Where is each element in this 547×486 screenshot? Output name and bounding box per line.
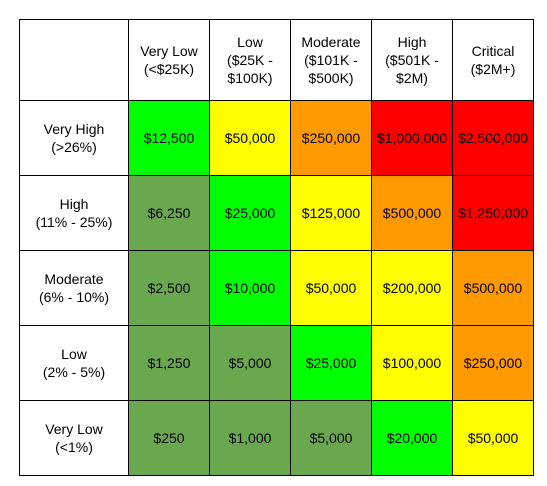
risk-value-cell: $5,000 bbox=[290, 400, 372, 476]
risk-value-cell: $1,000,000 bbox=[371, 100, 453, 176]
row-header-line: (<1%) bbox=[55, 439, 93, 455]
row-header-line: (11% - 25%) bbox=[35, 214, 113, 230]
row-header-line: Very High bbox=[43, 121, 105, 137]
risk-value-cell: $10,000 bbox=[209, 250, 291, 326]
risk-matrix-body: Very Low (<$25K) Low ($25K - $100K) Mode… bbox=[19, 19, 534, 476]
risk-value-cell: $250 bbox=[128, 400, 210, 476]
row-header: High (11% - 25%) bbox=[19, 175, 129, 251]
column-header: Low ($25K - $100K) bbox=[209, 19, 291, 101]
risk-value-cell: $200,000 bbox=[371, 250, 453, 326]
column-header-line: Low bbox=[237, 34, 263, 50]
row-header-line: Moderate bbox=[44, 271, 104, 287]
column-header-line: (<$25K) bbox=[143, 61, 195, 77]
column-header-line: $100K) bbox=[227, 70, 273, 86]
column-header: Moderate ($101K - $500K) bbox=[290, 19, 372, 101]
risk-value-cell: $500,000 bbox=[371, 175, 453, 251]
column-header-line: High bbox=[397, 34, 427, 50]
risk-value-cell: $50,000 bbox=[209, 100, 291, 176]
column-header-line: Critical bbox=[471, 43, 515, 59]
risk-value-cell: $1,000 bbox=[209, 400, 291, 476]
risk-matrix-table: Very Low (<$25K) Low ($25K - $100K) Mode… bbox=[19, 19, 534, 476]
row-header-line: (2% - 5%) bbox=[42, 364, 106, 380]
column-header-line: $500K) bbox=[308, 70, 354, 86]
risk-value-cell: $1,250,000 bbox=[452, 175, 534, 251]
row-header-line: (6% - 10%) bbox=[38, 289, 110, 305]
risk-value-cell: $50,000 bbox=[290, 250, 372, 326]
header-row: Very Low (<$25K) Low ($25K - $100K) Mode… bbox=[19, 19, 534, 101]
column-header: Critical ($2M+) bbox=[452, 19, 534, 101]
risk-value-cell: $25,000 bbox=[209, 175, 291, 251]
corner-cell bbox=[19, 19, 129, 101]
row-header: Very High (>26%) bbox=[19, 100, 129, 176]
column-header-line: ($25K - bbox=[227, 52, 273, 68]
risk-value-cell: $25,000 bbox=[290, 325, 372, 401]
column-header: High ($501K - $2M) bbox=[371, 19, 453, 101]
matrix-row: Very Low (<1%) $250 $1,000 $5,000 $20,000 $50,… bbox=[19, 400, 534, 476]
row-header-line: High bbox=[59, 196, 89, 212]
risk-value-cell: $100,000 bbox=[371, 325, 453, 401]
risk-value-cell: $5,000 bbox=[209, 325, 291, 401]
risk-value-cell: $250,000 bbox=[290, 100, 372, 176]
risk-value-cell: $1,250 bbox=[128, 325, 210, 401]
matrix-row: High (11% - 25%) $6,250 $25,000 $125,000 $500… bbox=[19, 175, 534, 251]
column-header-line: ($2M+) bbox=[470, 61, 516, 77]
risk-value-cell: $50,000 bbox=[452, 400, 534, 476]
risk-value-cell: $12,500 bbox=[128, 100, 210, 176]
risk-value-cell: $125,000 bbox=[290, 175, 372, 251]
column-header-line: Very Low bbox=[140, 43, 198, 59]
row-header: Moderate (6% - 10%) bbox=[19, 250, 129, 326]
risk-value-cell: $2,500 bbox=[128, 250, 210, 326]
column-header: Very Low (<$25K) bbox=[128, 19, 210, 101]
row-header-line: (>26%) bbox=[51, 139, 97, 155]
matrix-row: Low (2% - 5%) $1,250 $5,000 $25,000 $100,000 $… bbox=[19, 325, 534, 401]
risk-value-cell: $6,250 bbox=[128, 175, 210, 251]
matrix-row: Moderate (6% - 10%) $2,500 $10,000 $50,000 $2… bbox=[19, 250, 534, 326]
risk-value-cell: $2,500,000 bbox=[452, 100, 534, 176]
row-header-line: Low bbox=[61, 346, 87, 362]
row-header: Low (2% - 5%) bbox=[19, 325, 129, 401]
row-header: Very Low (<1%) bbox=[19, 400, 129, 476]
risk-value-cell: $250,000 bbox=[452, 325, 534, 401]
row-header-line: Very Low bbox=[45, 421, 103, 437]
column-header-line: ($501K - bbox=[385, 52, 439, 68]
column-header-line: Moderate bbox=[301, 34, 361, 50]
risk-value-cell: $500,000 bbox=[452, 250, 534, 326]
risk-value-cell: $20,000 bbox=[371, 400, 453, 476]
column-header-line: $2M) bbox=[396, 70, 428, 86]
matrix-row: Very High (>26%) $12,500 $50,000 $250,000 $1,… bbox=[19, 100, 534, 176]
column-header-line: ($101K - bbox=[304, 52, 358, 68]
